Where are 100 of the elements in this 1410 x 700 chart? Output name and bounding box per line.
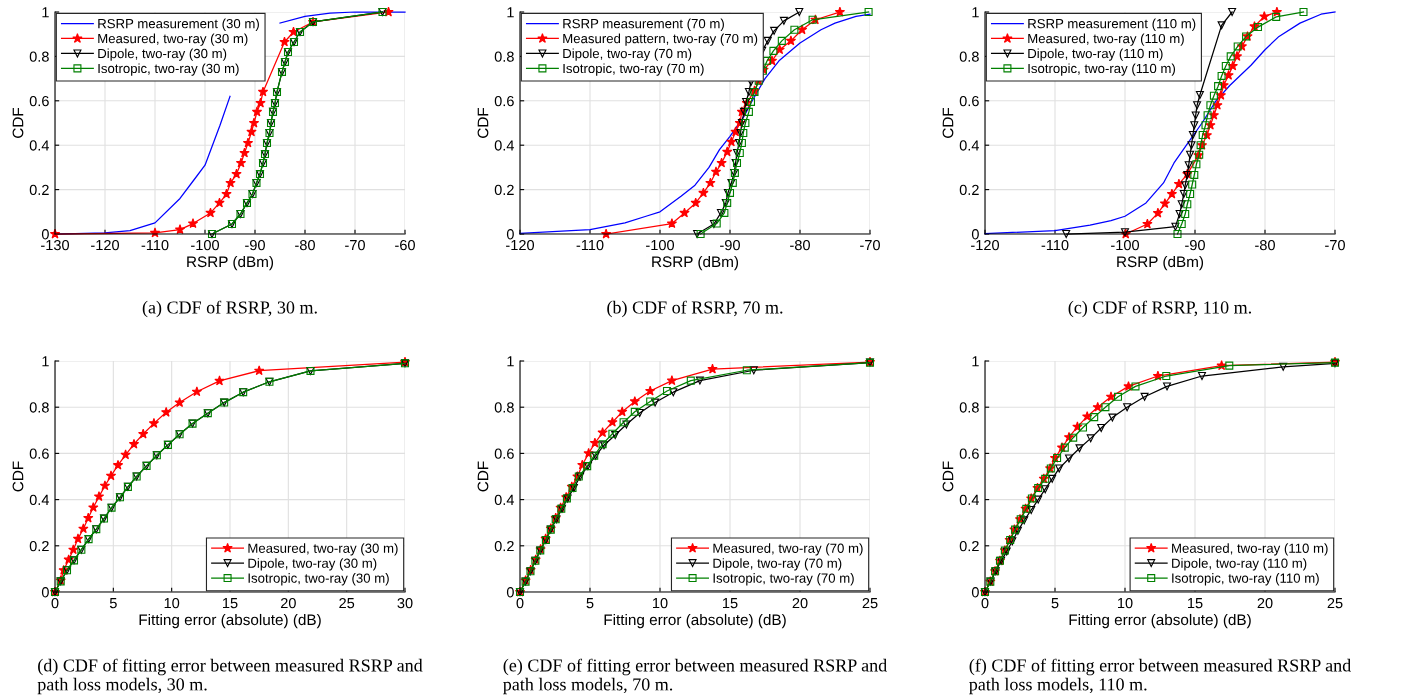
- x-tick-label: 25: [339, 597, 355, 609]
- legend-label: Isotropic, two-ray (110 m): [1028, 63, 1176, 76]
- x-tick-label: -100: [1111, 239, 1140, 251]
- x-axis-title: Fitting error (absolute) (dB): [139, 613, 321, 629]
- x-tick-label: -120: [91, 239, 120, 251]
- legend-label: Measured, two-ray (30 m): [248, 543, 398, 556]
- y-axis-title: CDF: [942, 461, 954, 492]
- y-tick-label: 0.8: [959, 51, 979, 62]
- y-tick-label: 0: [971, 587, 979, 598]
- x-tick-label: 20: [1257, 597, 1273, 609]
- y-tick-label: 1: [972, 356, 979, 367]
- legend-label: Isotropic, two-ray (30 m): [98, 63, 239, 76]
- y-tick-label: 0.4: [959, 494, 980, 506]
- legend-label: RSRP measurement (110 m): [1028, 18, 1196, 31]
- legend-label: Dipole, two-ray (110 m): [1028, 48, 1163, 61]
- x-tick-label: 25: [862, 597, 878, 609]
- y-axis-title: CDF: [477, 107, 489, 138]
- legend-label: Isotropic, two-ray (70 m): [713, 573, 854, 586]
- text: (e) CDF of fitting error between measured RSRP and path loss models, 70 m.: [503, 658, 887, 695]
- x-tick-label: -80: [1255, 239, 1275, 251]
- legend-label: Isotropic, two-ray (70 m): [563, 63, 704, 76]
- x-tick-label: -130: [41, 239, 70, 251]
- y-tick-label: 0.8: [29, 402, 49, 413]
- text: (b) CDF of RSRP, 70 m.: [607, 300, 783, 318]
- x-axis-title: RSRP (dBm): [1117, 255, 1204, 271]
- x-axis-title: RSRP (dBm): [187, 255, 274, 271]
- y-axis-title: CDF: [12, 107, 24, 138]
- x-tick-label: -120: [506, 239, 535, 251]
- y-tick-label: 0.6: [29, 95, 49, 107]
- text: (c) CDF of RSRP, 110 m.: [1068, 300, 1252, 318]
- x-tick-label: -90: [1185, 239, 1205, 251]
- x-tick-label: -80: [790, 239, 810, 251]
- text: (d) CDF of fitting error between measured RSRP and path loss models, 30 m.: [37, 658, 423, 695]
- y-tick-label: 0.8: [494, 402, 514, 413]
- y-axis-title: CDF: [477, 461, 489, 492]
- y-tick-label: 0: [41, 229, 49, 240]
- x-tick-label: -70: [860, 239, 880, 251]
- legend-label: Measured, two-ray (70 m): [713, 543, 863, 556]
- y-tick-label: 0: [506, 229, 514, 240]
- x-tick-label: 15: [223, 598, 238, 609]
- y-tick-label: 0.6: [494, 448, 514, 459]
- x-tick-label: -70: [1325, 239, 1345, 251]
- y-tick-label: 0.2: [29, 184, 49, 196]
- y-tick-label: 0.4: [494, 494, 515, 506]
- y-tick-label: 1: [42, 7, 49, 18]
- legend-label: Measured, two-ray (110 m): [1172, 543, 1328, 556]
- x-tick-label: 25: [1327, 597, 1343, 609]
- x-tick-label: -120: [971, 239, 1000, 251]
- x-tick-label: -90: [245, 239, 265, 251]
- y-tick-label: 0.2: [494, 184, 514, 196]
- y-tick-label: 0.4: [29, 494, 50, 506]
- y-tick-label: 0.8: [29, 51, 49, 62]
- x-tick-label: 10: [653, 597, 668, 609]
- x-tick-label: -60: [395, 239, 415, 251]
- x-tick-label: 0: [981, 597, 989, 609]
- y-tick-label: 0: [971, 229, 979, 240]
- y-tick-label: 1: [42, 356, 49, 367]
- legend-label: Measured, two-ray (30 m): [98, 33, 248, 46]
- x-tick-label: 20: [280, 597, 296, 609]
- x-tick-label: 5: [109, 598, 117, 609]
- y-axis-title: CDF: [12, 461, 24, 492]
- x-tick-label: -70: [345, 239, 365, 251]
- y-tick-label: 1: [507, 356, 514, 367]
- x-axis-title: Fitting error (absolute) (dB): [604, 613, 786, 629]
- legend-label: Dipole, two-ray (30 m): [248, 558, 377, 571]
- y-tick-label: 0: [41, 587, 49, 598]
- x-tick-label: -100: [646, 239, 675, 251]
- legend-label: Dipole, two-ray (30 m): [98, 48, 227, 61]
- x-tick-label: -110: [1041, 239, 1069, 251]
- legend-label: Dipole, two-ray (110 m): [1172, 558, 1307, 571]
- x-axis-title: RSRP (dBm): [652, 255, 739, 271]
- y-axis-title: CDF: [942, 107, 954, 138]
- legend-label: Dipole, two-ray (70 m): [713, 558, 842, 571]
- y-tick-label: 0.2: [494, 540, 514, 552]
- x-tick-label: 5: [1051, 598, 1059, 609]
- x-tick-label: -100: [191, 239, 220, 251]
- x-tick-label: 10: [1118, 597, 1133, 609]
- x-tick-label: 0: [516, 597, 524, 609]
- y-tick-label: 1: [972, 7, 979, 18]
- x-tick-label: -90: [720, 239, 740, 251]
- x-tick-label: 15: [1188, 598, 1203, 609]
- y-tick-label: 0.6: [494, 95, 514, 107]
- y-tick-label: 0.6: [29, 448, 49, 459]
- y-tick-label: 0.4: [959, 140, 980, 151]
- x-tick-label: 15: [723, 598, 738, 609]
- y-tick-label: 0.2: [959, 184, 979, 196]
- legend-label: Measured pattern, two-ray (70 m): [563, 33, 758, 46]
- legend-label: Dipole, two-ray (70 m): [563, 48, 692, 61]
- y-tick-label: 0.6: [959, 95, 979, 107]
- y-tick-label: 0.8: [959, 402, 979, 413]
- x-tick-label: 20: [792, 597, 808, 609]
- x-tick-label: 10: [164, 597, 180, 609]
- y-tick-label: 0.6: [959, 448, 979, 459]
- y-tick-label: 1: [507, 7, 514, 18]
- legend-label: RSRP measurement (30 m): [98, 18, 259, 31]
- x-tick-label: 5: [586, 598, 594, 609]
- legend-label: Isotropic, two-ray (30 m): [248, 573, 389, 586]
- x-axis-title: Fitting error (absolute) (dB): [1069, 613, 1251, 629]
- y-tick-label: 0.2: [29, 540, 49, 552]
- y-tick-label: 0.8: [494, 51, 514, 62]
